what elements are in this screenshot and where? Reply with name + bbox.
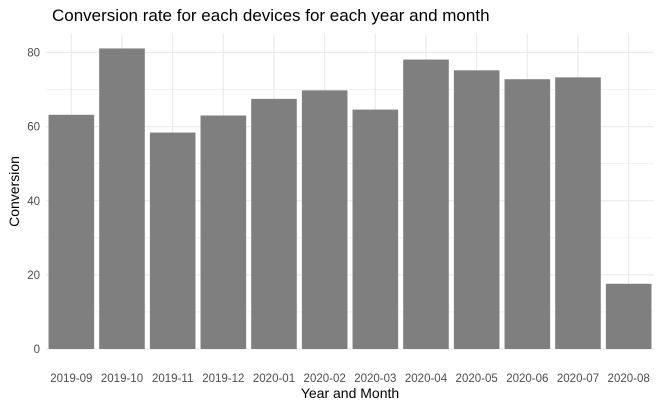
bar bbox=[251, 98, 297, 350]
bar bbox=[99, 48, 145, 349]
chart-title: Conversion rate for each devices for eac… bbox=[52, 6, 490, 25]
x-tick-label: 2019-10 bbox=[101, 373, 143, 385]
bar bbox=[200, 115, 247, 349]
bar bbox=[605, 283, 652, 349]
x-tick-label: 2020-02 bbox=[304, 373, 346, 385]
x-tick-label: 2019-11 bbox=[152, 373, 193, 385]
bar bbox=[453, 70, 500, 349]
bar bbox=[555, 77, 601, 349]
x-tick-label: 2020-06 bbox=[506, 373, 548, 385]
y-tick-label: 0 bbox=[34, 344, 40, 356]
y-axis-label: Conversion bbox=[6, 156, 22, 227]
x-tick-label: 2020-03 bbox=[354, 373, 396, 385]
y-tick-labels: 0 20 40 60 80 bbox=[27, 48, 40, 356]
x-tick-label: 2020-04 bbox=[405, 373, 448, 385]
x-tick-label: 2020-05 bbox=[456, 373, 498, 385]
bar bbox=[352, 109, 399, 349]
x-tick-label: 2020-07 bbox=[557, 373, 599, 385]
y-tick-label: 20 bbox=[27, 270, 40, 282]
x-tick-label: 2020-01 bbox=[253, 373, 295, 385]
y-tick-label: 40 bbox=[27, 196, 40, 208]
bar bbox=[301, 90, 348, 350]
bar bbox=[403, 59, 449, 349]
bars bbox=[48, 48, 652, 350]
x-axis-label: Year and Month bbox=[301, 385, 399, 401]
x-tick-label: 2019-12 bbox=[202, 373, 244, 385]
y-tick-label: 80 bbox=[27, 48, 40, 60]
bar bbox=[48, 114, 95, 349]
bar bbox=[149, 132, 196, 349]
bar bbox=[504, 79, 551, 349]
y-tick-label: 60 bbox=[27, 122, 40, 134]
x-tick-labels: 2019-09 2019-10 2019-11 2019-12 2020-01 2020-… bbox=[50, 373, 650, 385]
x-tick-label: 2019-09 bbox=[50, 373, 92, 385]
x-tick-label: 2020-08 bbox=[608, 373, 650, 385]
